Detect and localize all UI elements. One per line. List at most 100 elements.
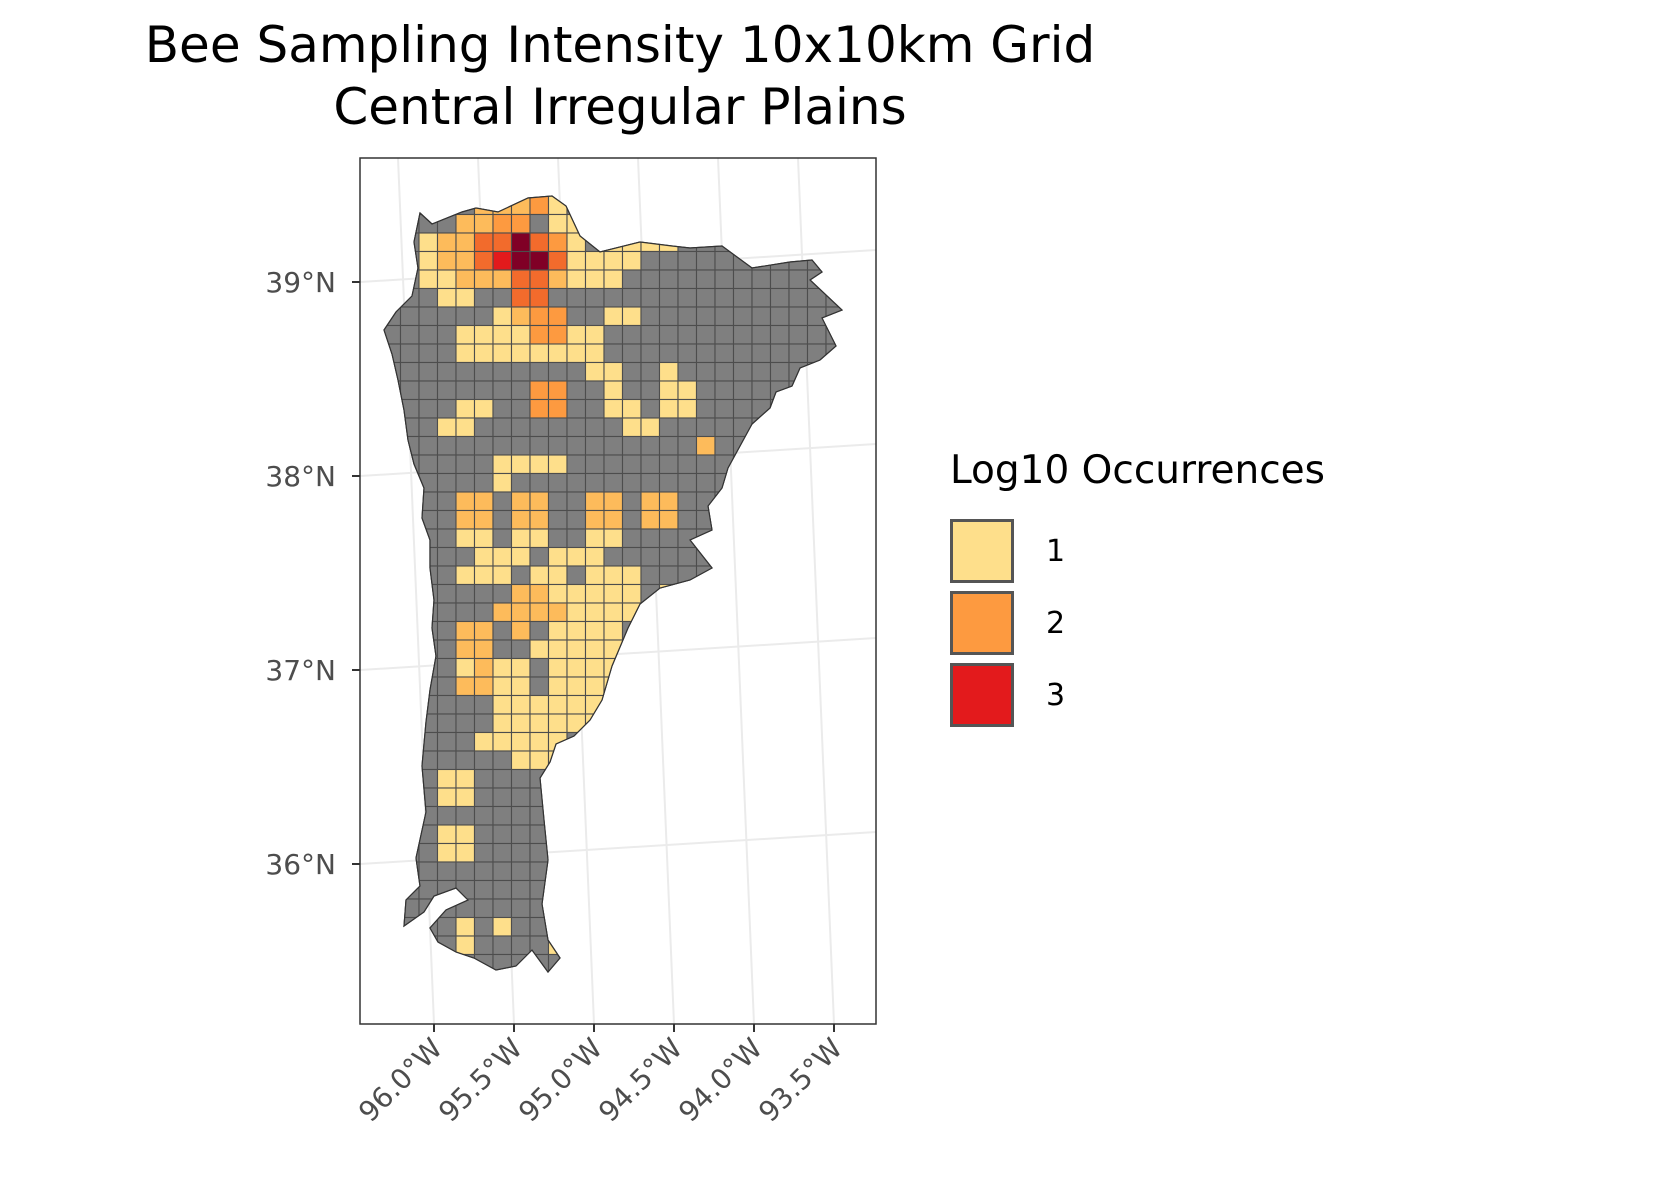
grid-cell: [455, 213, 476, 234]
grid-cell: [455, 916, 476, 937]
grid-cell: [455, 472, 476, 493]
grid-cell: [547, 250, 568, 271]
grid-cell: [751, 269, 772, 290]
grid-cell: [732, 380, 753, 401]
grid-cell: [455, 509, 476, 530]
grid-cell: [510, 694, 531, 715]
grid-cell: [658, 306, 679, 327]
grid-cell: [455, 528, 476, 549]
grid-cell: [399, 306, 420, 327]
grid-cell: [603, 398, 624, 419]
grid-cell: [473, 398, 494, 419]
grid-cell: [621, 435, 642, 456]
grid-cell: [621, 583, 642, 604]
grid-cell: [529, 232, 550, 253]
grid-cell: [418, 398, 439, 419]
grid-cell: [714, 250, 735, 271]
grid-cell: [473, 639, 494, 660]
grid-cell: [492, 620, 513, 641]
grid-cell: [436, 269, 457, 290]
grid-cell: [658, 343, 679, 364]
grid-cell: [584, 472, 605, 493]
grid-cell: [695, 306, 716, 327]
grid-cell: [584, 380, 605, 401]
grid-cell: [658, 269, 679, 290]
region-outline: [383, 195, 844, 973]
grid-cell: [436, 361, 457, 382]
grid-cell: [677, 491, 698, 512]
grid-cell: [677, 454, 698, 475]
grid-cell: [492, 306, 513, 327]
grid-cell: [455, 750, 476, 771]
grid-cell: [603, 472, 624, 493]
grid-cell: [436, 565, 457, 586]
grid-cell: [492, 676, 513, 697]
grid-cell: [455, 435, 476, 456]
grid-cell: [547, 435, 568, 456]
grid-cell: [640, 528, 661, 549]
grid-cell: [436, 417, 457, 438]
x-tick-label-4: 94.0°W: [672, 1032, 769, 1129]
grid-cell: [529, 546, 550, 567]
grid-cell: [603, 620, 624, 641]
grid-cell: [547, 546, 568, 567]
grid-cell: [418, 232, 439, 253]
grid-cell: [732, 324, 753, 345]
x-tick-label-0: 96.0°W: [352, 1032, 449, 1129]
grid-cell: [418, 380, 439, 401]
grid-cell: [640, 509, 661, 530]
grid-cell: [677, 250, 698, 271]
grid-cell: [436, 805, 457, 826]
grid-cell: [751, 380, 772, 401]
grid-cell: [566, 324, 587, 345]
grid-cell: [529, 583, 550, 604]
grid-cell: [621, 380, 642, 401]
title-line-1: Bee Sampling Intensity 10x10km Grid: [144, 16, 1096, 74]
grid-cell: [658, 324, 679, 345]
grid-cell: [529, 435, 550, 456]
grid-cell: [566, 676, 587, 697]
grid-cell: [714, 287, 735, 308]
grid-cell: [492, 287, 513, 308]
grid-cell: [529, 842, 550, 863]
grid-cell: [455, 787, 476, 808]
grid-cell: [473, 287, 494, 308]
legend-item-3: 3: [950, 659, 1325, 731]
grid-cell: [658, 528, 679, 549]
grid-cell: [566, 361, 587, 382]
grid-cell: [473, 861, 494, 882]
grid-cell: [677, 398, 698, 419]
grid-cell: [769, 361, 790, 382]
grid-cell: [566, 528, 587, 549]
grid-cell: [547, 491, 568, 512]
grid-cell: [529, 657, 550, 678]
grid-cell: [547, 639, 568, 660]
grid-cell: [603, 435, 624, 456]
grid-cell: [510, 583, 531, 604]
panel-border: [359, 157, 877, 1025]
grid-cell: [418, 435, 439, 456]
grid-cell: [455, 287, 476, 308]
grid-cell: [658, 491, 679, 512]
grid-cell: [529, 509, 550, 530]
grid-cell: [732, 361, 753, 382]
grid-cell: [510, 287, 531, 308]
grid-cell: [529, 639, 550, 660]
grid-cell: [399, 380, 420, 401]
grid-cell: [603, 250, 624, 271]
grid-cell: [510, 805, 531, 826]
grid-cell: [547, 417, 568, 438]
grid-cell: [436, 546, 457, 567]
grid-cell: [547, 361, 568, 382]
grid-cell: [418, 417, 439, 438]
grid-cell: [492, 398, 513, 419]
grid-cell: [714, 417, 735, 438]
chart-title: Bee Sampling Intensity 10x10km Grid Cent…: [60, 14, 1180, 138]
grid-cell: [584, 491, 605, 512]
grid-cell: [566, 583, 587, 604]
grid-cell: [455, 639, 476, 660]
grid-cell: [584, 528, 605, 549]
legend-label-1: 1: [1046, 533, 1066, 569]
grid-cell: [658, 454, 679, 475]
grid-cell: [436, 916, 457, 937]
